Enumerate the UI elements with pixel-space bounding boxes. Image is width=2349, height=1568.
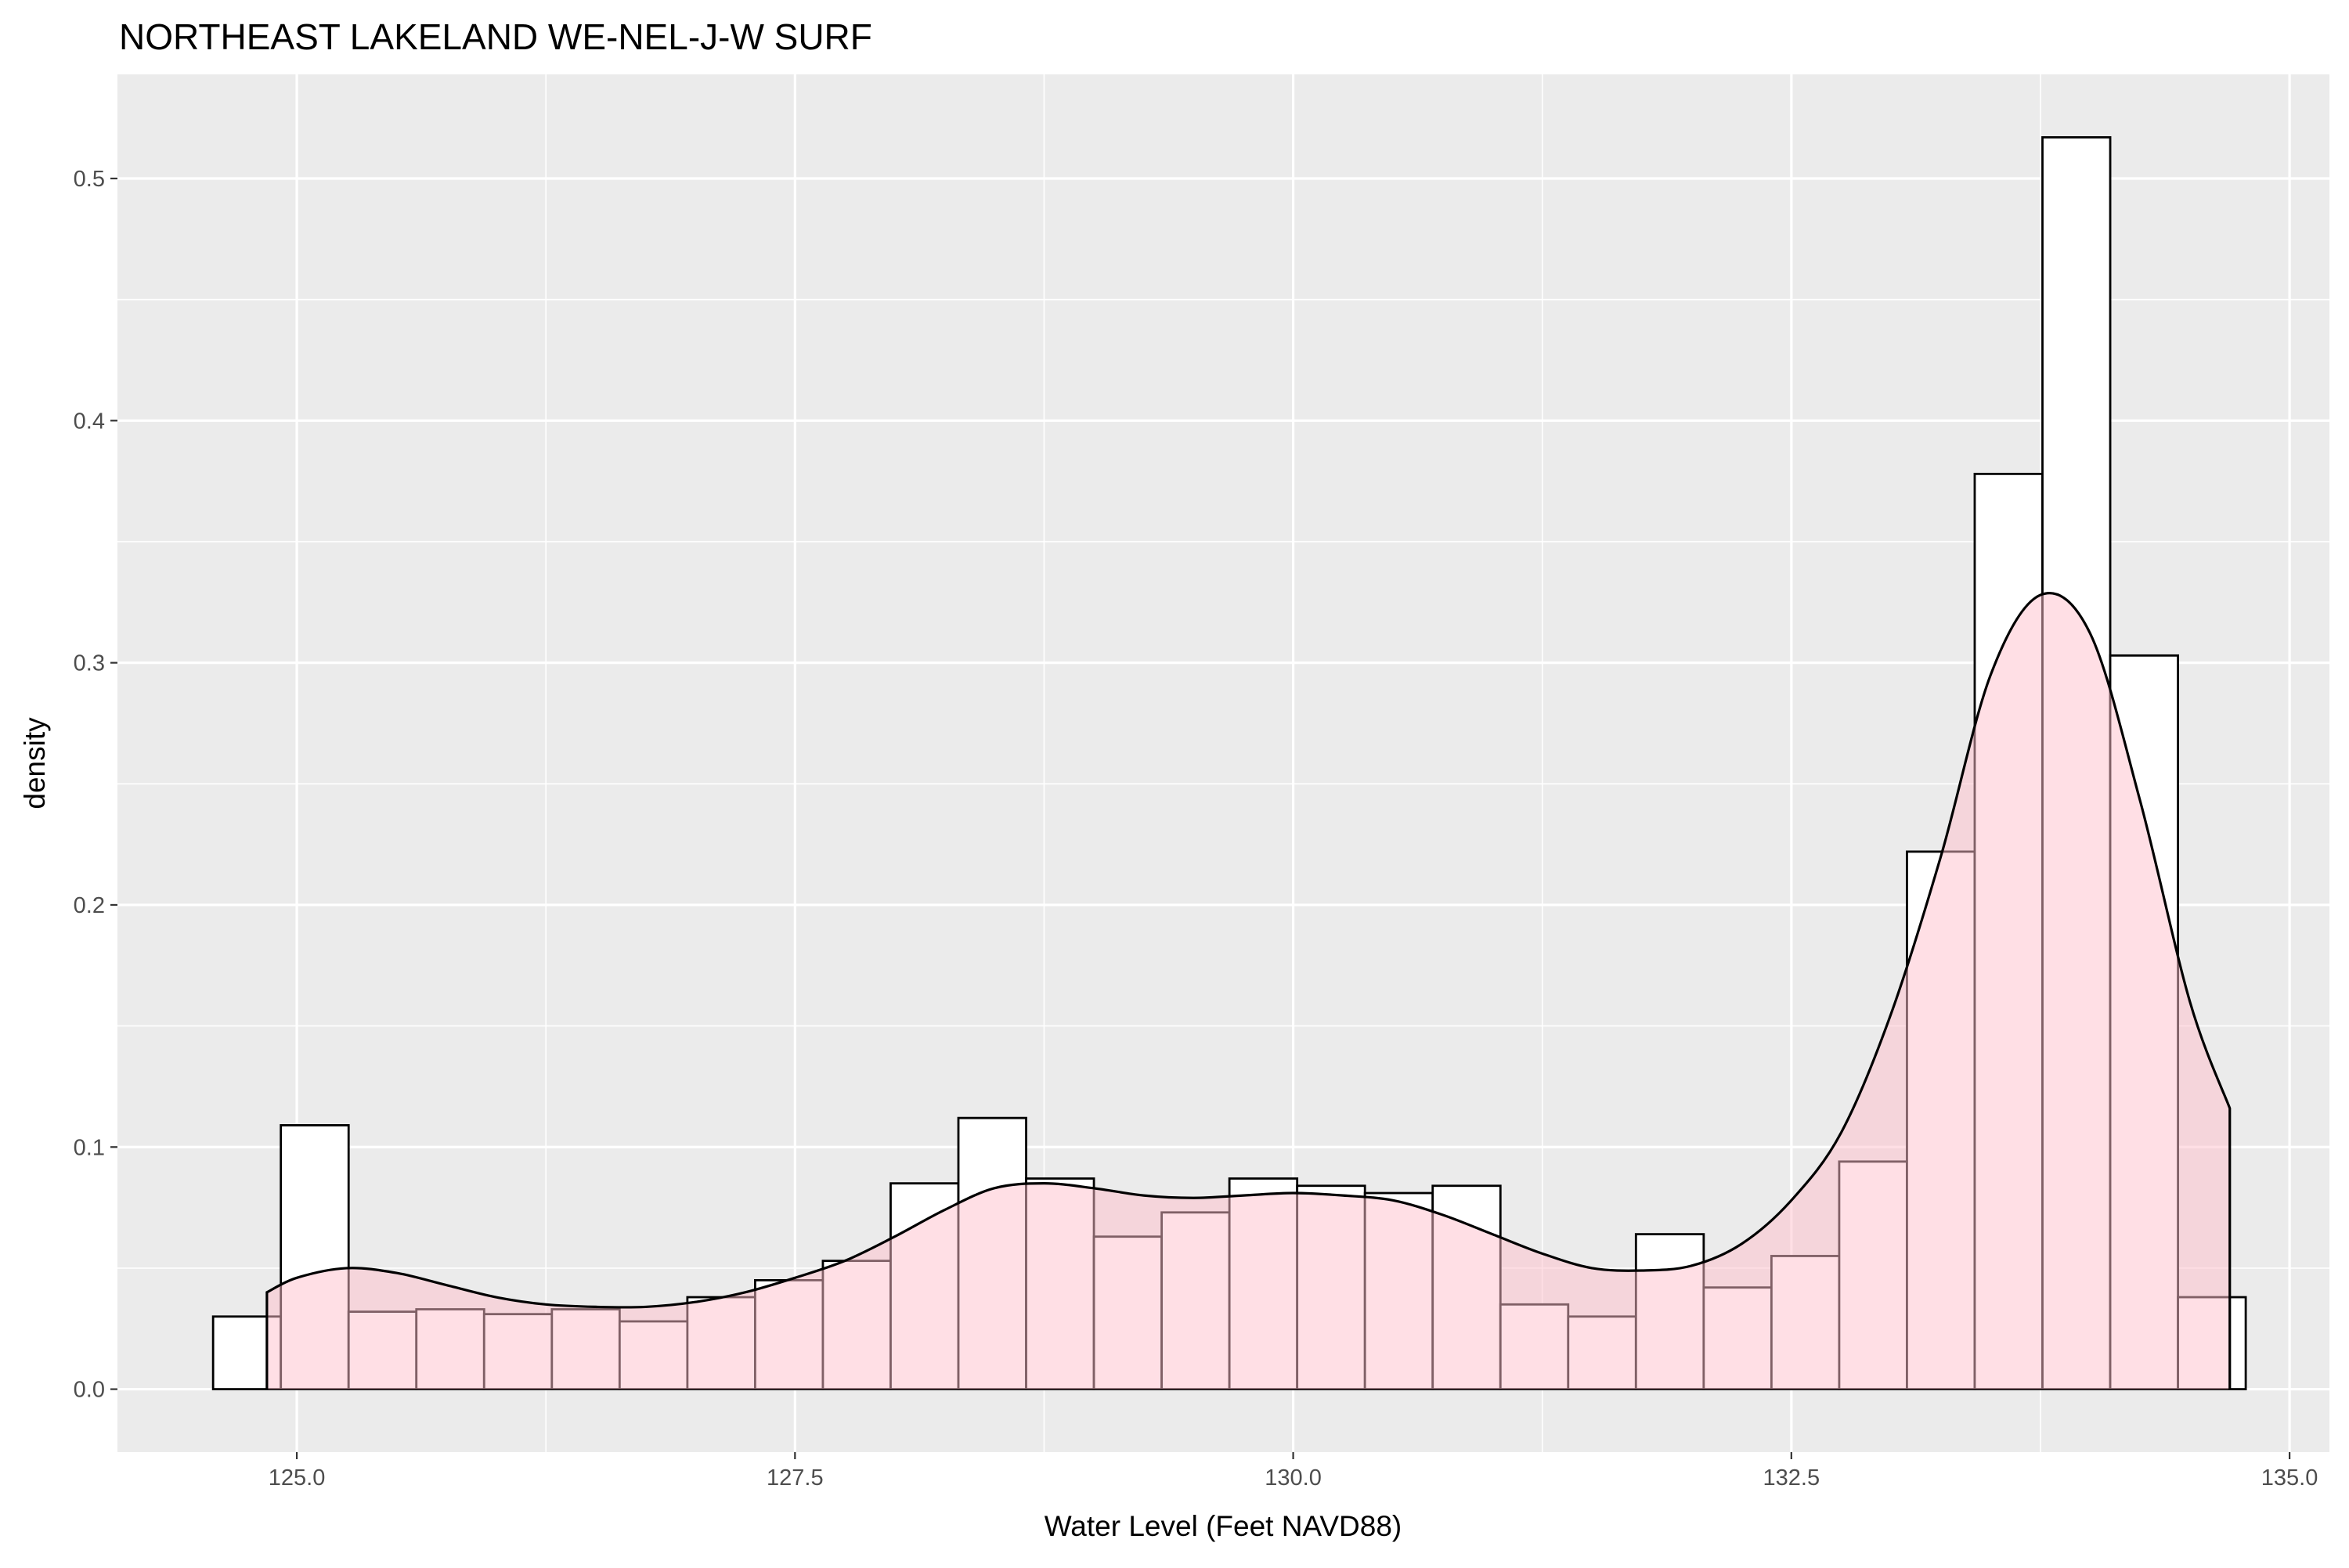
- y-tick-label: 0.4: [74, 409, 105, 434]
- y-tick-label: 0.0: [74, 1378, 105, 1403]
- x-tick-label: 130.0: [1265, 1465, 1322, 1491]
- axis-ticks: 125.0 127.5 130.0 132.5 135.0 0.0 0.1 0.2 0.3 0.4…: [74, 167, 2318, 1491]
- y-tick-label: 0.2: [74, 893, 105, 918]
- density-curve-layer: [265, 592, 2232, 1390]
- density-area: [266, 593, 2230, 1390]
- x-tick-label: 132.5: [1763, 1465, 1820, 1491]
- y-tick-label: 0.3: [74, 651, 105, 676]
- chart-title: NORTHEAST LAKELAND WE-NEL-J-W SURF: [119, 16, 872, 57]
- density-line: [265, 592, 2232, 1390]
- x-tick-label: 125.0: [269, 1465, 326, 1491]
- y-tick-label: 0.5: [74, 167, 105, 192]
- x-tick-label: 127.5: [767, 1465, 824, 1491]
- x-axis-title: Water Level (Feet NAVD88): [1045, 1510, 1402, 1542]
- y-axis-title: density: [19, 717, 51, 809]
- y-tick-label: 0.1: [74, 1135, 105, 1160]
- x-tick-label: 135.0: [2261, 1465, 2318, 1491]
